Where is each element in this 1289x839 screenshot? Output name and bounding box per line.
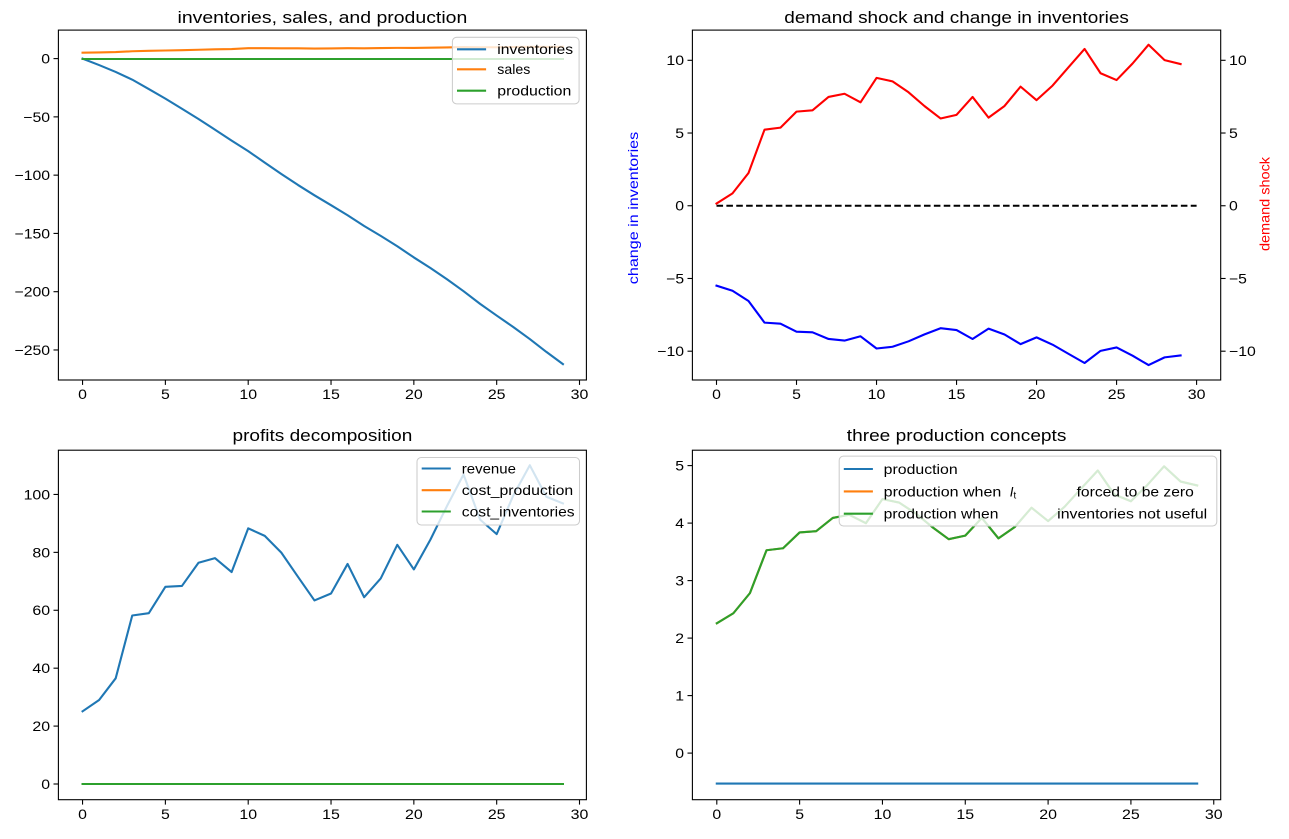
svg-text:production when: production when [884, 506, 999, 522]
svg-text:−200: −200 [15, 284, 51, 300]
svg-text:15: 15 [948, 386, 966, 402]
svg-text:20: 20 [405, 806, 423, 822]
svg-text:inventories, sales, and produc: inventories, sales, and production [178, 8, 468, 27]
svg-text:0: 0 [78, 386, 87, 402]
svg-text:20: 20 [1028, 386, 1046, 402]
svg-text:15: 15 [322, 806, 340, 822]
svg-text:5: 5 [675, 125, 684, 141]
svg-text:−150: −150 [15, 225, 51, 241]
svg-text:80: 80 [32, 544, 50, 560]
svg-text:It: It [1010, 484, 1017, 501]
svg-text:30: 30 [1205, 806, 1223, 822]
svg-text:4: 4 [675, 515, 684, 531]
svg-text:demand shock and change in inv: demand shock and change in inventories [784, 8, 1129, 27]
svg-text:1: 1 [675, 688, 684, 704]
svg-text:production: production [497, 83, 571, 99]
svg-text:0: 0 [41, 776, 50, 792]
svg-text:5: 5 [161, 386, 170, 402]
svg-text:cost_inventories: cost_inventories [462, 503, 575, 519]
svg-text:inventories not useful: inventories not useful [1057, 506, 1207, 522]
svg-text:0: 0 [712, 386, 721, 402]
svg-text:10: 10 [666, 52, 684, 68]
svg-text:0: 0 [1229, 198, 1238, 214]
svg-text:0: 0 [675, 745, 684, 761]
svg-text:30: 30 [1188, 386, 1206, 402]
svg-text:30: 30 [571, 806, 589, 822]
svg-text:10: 10 [1229, 52, 1247, 68]
svg-text:demand shock: demand shock [1256, 157, 1272, 251]
svg-text:forced to be zero: forced to be zero [1077, 483, 1194, 499]
svg-text:40: 40 [32, 660, 50, 676]
svg-text:20: 20 [32, 718, 50, 734]
svg-text:5: 5 [792, 386, 801, 402]
svg-text:profits decomposition: profits decomposition [233, 426, 413, 445]
svg-text:5: 5 [675, 458, 684, 474]
svg-text:5: 5 [1229, 125, 1238, 141]
svg-text:−100: −100 [15, 167, 51, 183]
svg-text:25: 25 [488, 806, 506, 822]
svg-text:production when: production when [884, 483, 1002, 499]
svg-text:−5: −5 [666, 270, 684, 286]
svg-text:100: 100 [24, 486, 51, 502]
svg-text:25: 25 [488, 386, 506, 402]
svg-text:25: 25 [1122, 806, 1140, 822]
svg-text:20: 20 [405, 386, 423, 402]
svg-text:revenue: revenue [462, 460, 516, 476]
svg-text:30: 30 [571, 386, 589, 402]
svg-text:change in inventories: change in inventories [625, 132, 641, 284]
svg-text:0: 0 [712, 806, 721, 822]
svg-text:−250: −250 [15, 342, 51, 358]
svg-text:−10: −10 [657, 343, 684, 359]
svg-text:10: 10 [868, 386, 886, 402]
svg-text:15: 15 [956, 806, 974, 822]
svg-text:−5: −5 [1229, 270, 1247, 286]
svg-text:inventories: inventories [497, 41, 573, 57]
svg-text:−50: −50 [23, 109, 50, 125]
svg-text:10: 10 [239, 806, 257, 822]
svg-text:three production concepts: three production concepts [847, 426, 1067, 445]
svg-text:0: 0 [41, 51, 50, 67]
svg-text:20: 20 [1039, 806, 1057, 822]
svg-text:10: 10 [239, 386, 257, 402]
svg-text:60: 60 [32, 602, 50, 618]
svg-text:0: 0 [675, 198, 684, 214]
svg-text:−10: −10 [1229, 343, 1256, 359]
svg-text:sales: sales [497, 61, 530, 77]
svg-text:2: 2 [675, 630, 684, 646]
svg-text:10: 10 [874, 806, 892, 822]
svg-text:25: 25 [1108, 386, 1126, 402]
svg-text:cost_production: cost_production [462, 482, 573, 498]
svg-text:15: 15 [322, 386, 340, 402]
svg-text:5: 5 [161, 806, 170, 822]
svg-text:5: 5 [795, 806, 804, 822]
svg-text:3: 3 [675, 573, 684, 589]
svg-text:0: 0 [78, 806, 87, 822]
svg-text:production: production [884, 461, 958, 477]
